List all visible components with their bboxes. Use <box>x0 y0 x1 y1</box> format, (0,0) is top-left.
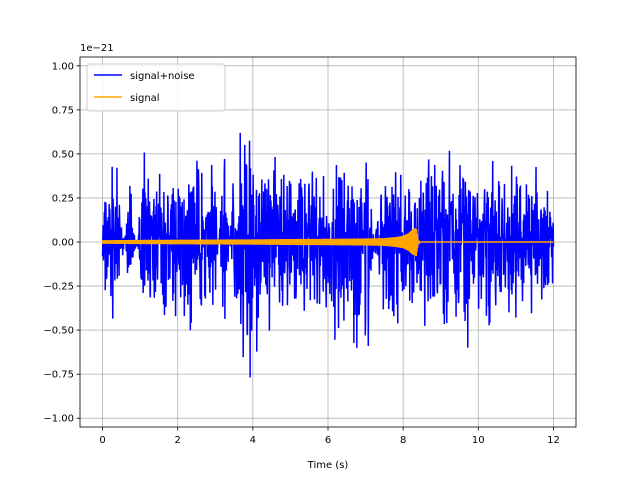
grid <box>80 57 576 427</box>
x-tick-label: 2 <box>175 435 181 446</box>
y-tick-label: 0.75 <box>52 105 74 116</box>
ticks: 0 2 4 6 8 10 12 −1.00 −0.75 −0.50 −0.25 0.00 0.25 0.5… <box>43 61 559 446</box>
y-scale-note: 1e−21 <box>80 43 114 54</box>
legend: signal+noise signal <box>86 63 226 112</box>
series-line-signal <box>101 228 554 257</box>
y-tick-label: 0.25 <box>52 193 74 204</box>
y-tick-label: 1.00 <box>52 61 74 72</box>
y-tick-label: 0.50 <box>52 149 74 160</box>
legend-label-signal: signal <box>130 93 160 104</box>
x-tick-label: 0 <box>99 435 105 446</box>
series-layer <box>101 132 555 378</box>
y-tick-label: −0.50 <box>43 326 74 337</box>
x-tick-label: 12 <box>547 435 560 446</box>
x-tick-label: 6 <box>325 435 331 446</box>
x-tick-label: 8 <box>400 435 406 446</box>
y-tick-label: −0.75 <box>43 370 74 381</box>
x-axis-label: Time (s) <box>307 460 349 471</box>
x-tick-label: 10 <box>472 435 485 446</box>
y-tick-label: −1.00 <box>43 414 74 425</box>
x-tick-label: 4 <box>250 435 256 446</box>
y-tick-label: 0.00 <box>52 238 74 249</box>
legend-label-signal-noise: signal+noise <box>130 71 195 82</box>
y-tick-label: −0.25 <box>43 282 74 293</box>
